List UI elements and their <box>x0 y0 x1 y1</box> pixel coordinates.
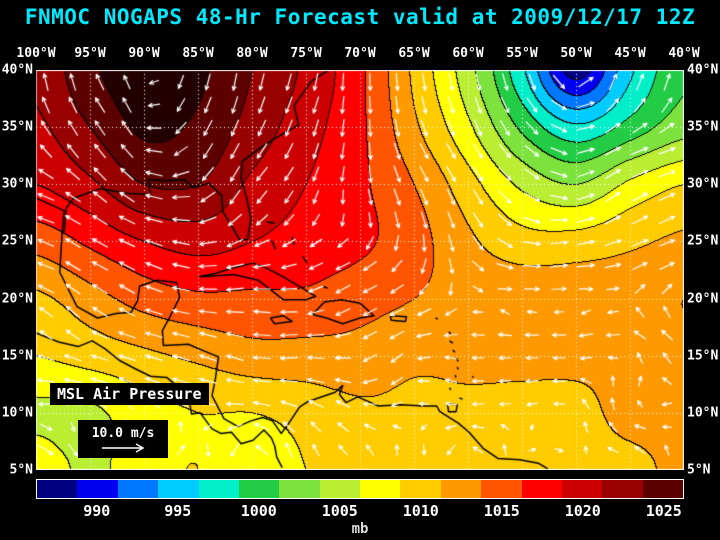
pressure-wind-map-canvas <box>36 70 684 470</box>
colorbar-units: mb <box>351 521 369 537</box>
lat-tick-label-left: 15°N <box>1 348 33 364</box>
colorbar-segment <box>279 480 320 498</box>
colorbar-tick-label: 990 <box>83 502 111 520</box>
pressure-colorbar <box>36 479 684 499</box>
lat-tick-label-left: 5°N <box>9 462 33 478</box>
colorbar-tick-label: 1020 <box>564 502 601 520</box>
lat-tick-label-left: 40°N <box>1 62 33 78</box>
page-title: FNMOC NOGAPS 48-Hr Forecast valid at 200… <box>24 5 696 29</box>
colorbar-segment <box>319 480 360 498</box>
lat-tick-label-right: 25°N <box>687 233 719 249</box>
lon-tick-label: 95°W <box>74 46 106 61</box>
colorbar-segment <box>481 480 522 498</box>
lon-tick-label: 90°W <box>128 46 160 61</box>
colorbar-segment <box>602 480 643 498</box>
field-label: MSL Air Pressure <box>50 383 209 405</box>
lon-tick-label: 75°W <box>290 46 322 61</box>
colorbar-segment <box>117 480 159 498</box>
lon-tick-label: 80°W <box>236 46 268 61</box>
lat-tick-label-left: 35°N <box>1 119 33 135</box>
lat-tick-label-left: 10°N <box>1 405 33 421</box>
lat-tick-label-left: 30°N <box>1 176 33 192</box>
wind-scale-label: 10.0 m/s <box>91 425 155 441</box>
wind-scale-arrow-icon <box>102 442 145 453</box>
lat-tick-label-right: 40°N <box>687 62 719 78</box>
colorbar-tick-label: 995 <box>164 502 192 520</box>
lat-tick-label-right: 15°N <box>687 348 719 364</box>
lat-tick-label-left: 25°N <box>1 233 33 249</box>
lon-tick-label: 55°W <box>506 46 538 61</box>
colorbar-segment <box>37 480 78 498</box>
lon-tick-label: 40°W <box>668 46 700 61</box>
lon-tick-label: 70°W <box>344 46 376 61</box>
lat-tick-label-left: 20°N <box>1 291 33 307</box>
lon-tick-label: 85°W <box>182 46 214 61</box>
wind-scale-box: 10.0 m/s <box>78 420 168 458</box>
colorbar-segment <box>360 480 401 498</box>
lon-tick-label: 45°W <box>614 46 646 61</box>
lat-tick-label-right: 10°N <box>687 405 719 421</box>
colorbar-segment <box>440 480 482 498</box>
colorbar-tick-label: 1005 <box>321 502 358 520</box>
lat-tick-label-right: 30°N <box>687 176 719 192</box>
lon-tick-label: 65°W <box>398 46 430 61</box>
colorbar-segment <box>158 480 199 498</box>
colorbar-segment <box>400 480 441 498</box>
colorbar-tick-label: 1000 <box>240 502 277 520</box>
colorbar-segment <box>561 480 603 498</box>
colorbar-segment <box>521 480 562 498</box>
lon-tick-label: 50°W <box>560 46 592 61</box>
colorbar-segment <box>77 480 118 498</box>
lon-tick-label: 60°W <box>452 46 484 61</box>
lon-tick-label: 100°W <box>16 46 56 61</box>
colorbar-tick-label: 1025 <box>645 502 682 520</box>
lat-tick-label-right: 20°N <box>687 291 719 307</box>
colorbar-tick-label: 1015 <box>483 502 520 520</box>
lat-tick-label-right: 5°N <box>687 462 711 478</box>
lat-tick-label-right: 35°N <box>687 119 719 135</box>
colorbar-segment <box>238 480 280 498</box>
colorbar-tick-label: 1010 <box>402 502 439 520</box>
colorbar-segment <box>642 480 683 498</box>
colorbar-segment <box>198 480 239 498</box>
